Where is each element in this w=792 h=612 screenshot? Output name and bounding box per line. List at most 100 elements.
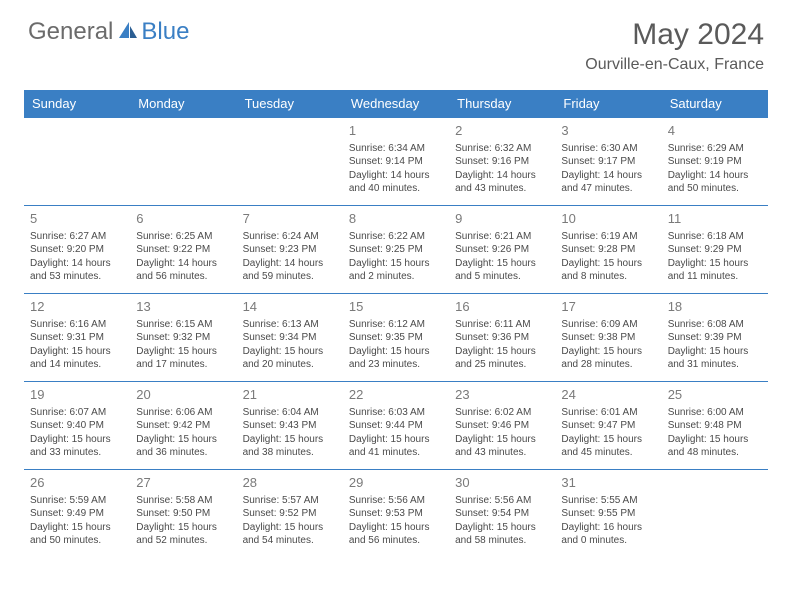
sunrise-line: Sunrise: 6:22 AM bbox=[349, 230, 443, 244]
daylight-line: Daylight: 15 hours and 23 minutes. bbox=[349, 345, 443, 372]
calendar-cell: 6Sunrise: 6:25 AMSunset: 9:22 PMDaylight… bbox=[130, 206, 236, 294]
location-text: Ourville-en-Caux, France bbox=[585, 56, 764, 74]
brand-general: General bbox=[28, 18, 113, 46]
sunrise-line: Sunrise: 6:27 AM bbox=[30, 230, 124, 244]
calendar-row: 12Sunrise: 6:16 AMSunset: 9:31 PMDayligh… bbox=[24, 294, 768, 382]
daylight-line: Daylight: 15 hours and 8 minutes. bbox=[561, 257, 655, 284]
weekday-header: Tuesday bbox=[237, 90, 343, 118]
weekday-header: Friday bbox=[555, 90, 661, 118]
day-number: 20 bbox=[136, 386, 230, 404]
title-block: May 2024 Ourville-en-Caux, France bbox=[585, 18, 764, 74]
sunset-line: Sunset: 9:54 PM bbox=[455, 507, 549, 521]
day-number: 1 bbox=[349, 122, 443, 140]
sunset-line: Sunset: 9:50 PM bbox=[136, 507, 230, 521]
sunrise-line: Sunrise: 6:18 AM bbox=[668, 230, 762, 244]
calendar-cell bbox=[237, 118, 343, 206]
calendar-cell: 20Sunrise: 6:06 AMSunset: 9:42 PMDayligh… bbox=[130, 382, 236, 470]
calendar-cell: 19Sunrise: 6:07 AMSunset: 9:40 PMDayligh… bbox=[24, 382, 130, 470]
weekday-header: Sunday bbox=[24, 90, 130, 118]
sunrise-line: Sunrise: 6:34 AM bbox=[349, 142, 443, 156]
calendar-cell: 9Sunrise: 6:21 AMSunset: 9:26 PMDaylight… bbox=[449, 206, 555, 294]
daylight-line: Daylight: 15 hours and 41 minutes. bbox=[349, 433, 443, 460]
sunrise-line: Sunrise: 6:06 AM bbox=[136, 406, 230, 420]
calendar-row: 26Sunrise: 5:59 AMSunset: 9:49 PMDayligh… bbox=[24, 470, 768, 558]
sunrise-line: Sunrise: 6:03 AM bbox=[349, 406, 443, 420]
sunset-line: Sunset: 9:17 PM bbox=[561, 155, 655, 169]
day-number: 19 bbox=[30, 386, 124, 404]
calendar-row: 5Sunrise: 6:27 AMSunset: 9:20 PMDaylight… bbox=[24, 206, 768, 294]
sunrise-line: Sunrise: 6:24 AM bbox=[243, 230, 337, 244]
calendar-cell: 31Sunrise: 5:55 AMSunset: 9:55 PMDayligh… bbox=[555, 470, 661, 558]
daylight-line: Daylight: 15 hours and 11 minutes. bbox=[668, 257, 762, 284]
weekday-header: Thursday bbox=[449, 90, 555, 118]
sunrise-line: Sunrise: 6:32 AM bbox=[455, 142, 549, 156]
calendar-cell: 23Sunrise: 6:02 AMSunset: 9:46 PMDayligh… bbox=[449, 382, 555, 470]
daylight-line: Daylight: 15 hours and 38 minutes. bbox=[243, 433, 337, 460]
day-number: 8 bbox=[349, 210, 443, 228]
day-number: 3 bbox=[561, 122, 655, 140]
month-title: May 2024 bbox=[585, 18, 764, 52]
sunrise-line: Sunrise: 5:58 AM bbox=[136, 494, 230, 508]
sunrise-line: Sunrise: 6:29 AM bbox=[668, 142, 762, 156]
daylight-line: Daylight: 14 hours and 56 minutes. bbox=[136, 257, 230, 284]
sunrise-line: Sunrise: 6:11 AM bbox=[455, 318, 549, 332]
sunrise-line: Sunrise: 5:59 AM bbox=[30, 494, 124, 508]
calendar-body: 1Sunrise: 6:34 AMSunset: 9:14 PMDaylight… bbox=[24, 118, 768, 558]
sunset-line: Sunset: 9:52 PM bbox=[243, 507, 337, 521]
daylight-line: Daylight: 15 hours and 33 minutes. bbox=[30, 433, 124, 460]
day-number: 28 bbox=[243, 474, 337, 492]
sunrise-line: Sunrise: 6:19 AM bbox=[561, 230, 655, 244]
daylight-line: Daylight: 15 hours and 52 minutes. bbox=[136, 521, 230, 548]
sunset-line: Sunset: 9:38 PM bbox=[561, 331, 655, 345]
day-number: 10 bbox=[561, 210, 655, 228]
calendar-cell: 5 Sunrise: 6:27 AMSunset: 9:20 PMDaylight… bbox=[24, 206, 130, 294]
day-number: 9 bbox=[455, 210, 549, 228]
daylight-line: Daylight: 15 hours and 58 minutes. bbox=[455, 521, 549, 548]
calendar-cell: 8Sunrise: 6:22 AMSunset: 9:25 PMDaylight… bbox=[343, 206, 449, 294]
brand-blue: Blue bbox=[141, 18, 189, 46]
calendar-cell: 3Sunrise: 6:30 AMSunset: 9:17 PMDaylight… bbox=[555, 118, 661, 206]
daylight-line: Daylight: 14 hours and 47 minutes. bbox=[561, 169, 655, 196]
daylight-line: Daylight: 15 hours and 25 minutes. bbox=[455, 345, 549, 372]
sunset-line: Sunset: 9:47 PM bbox=[561, 419, 655, 433]
daylight-line: Daylight: 14 hours and 43 minutes. bbox=[455, 169, 549, 196]
daylight-line: Daylight: 15 hours and 28 minutes. bbox=[561, 345, 655, 372]
brand-logo: General Blue bbox=[28, 18, 189, 46]
daylight-line: Daylight: 14 hours and 53 minutes. bbox=[30, 257, 124, 284]
calendar-cell: 25Sunrise: 6:00 AMSunset: 9:48 PMDayligh… bbox=[662, 382, 768, 470]
calendar-table: SundayMondayTuesdayWednesdayThursdayFrid… bbox=[24, 90, 768, 558]
sunset-line: Sunset: 9:53 PM bbox=[349, 507, 443, 521]
daylight-line: Daylight: 15 hours and 45 minutes. bbox=[561, 433, 655, 460]
daylight-line: Daylight: 15 hours and 14 minutes. bbox=[30, 345, 124, 372]
sunset-line: Sunset: 9:48 PM bbox=[668, 419, 762, 433]
calendar-cell: 18Sunrise: 6:08 AMSunset: 9:39 PMDayligh… bbox=[662, 294, 768, 382]
calendar-cell: 24Sunrise: 6:01 AMSunset: 9:47 PMDayligh… bbox=[555, 382, 661, 470]
day-number: 15 bbox=[349, 298, 443, 316]
calendar-cell: 13Sunrise: 6:15 AMSunset: 9:32 PMDayligh… bbox=[130, 294, 236, 382]
calendar-cell: 27Sunrise: 5:58 AMSunset: 9:50 PMDayligh… bbox=[130, 470, 236, 558]
day-number: 7 bbox=[243, 210, 337, 228]
day-number: 2 bbox=[455, 122, 549, 140]
day-number: 5 bbox=[30, 210, 124, 228]
daylight-line: Daylight: 15 hours and 54 minutes. bbox=[243, 521, 337, 548]
calendar-cell: 1Sunrise: 6:34 AMSunset: 9:14 PMDaylight… bbox=[343, 118, 449, 206]
calendar-cell: 22Sunrise: 6:03 AMSunset: 9:44 PMDayligh… bbox=[343, 382, 449, 470]
day-number: 25 bbox=[668, 386, 762, 404]
sunrise-line: Sunrise: 6:07 AM bbox=[30, 406, 124, 420]
day-number: 29 bbox=[349, 474, 443, 492]
sunset-line: Sunset: 9:49 PM bbox=[30, 507, 124, 521]
calendar-cell: 4Sunrise: 6:29 AMSunset: 9:19 PMDaylight… bbox=[662, 118, 768, 206]
sunrise-line: Sunrise: 6:04 AM bbox=[243, 406, 337, 420]
sunrise-line: Sunrise: 6:08 AM bbox=[668, 318, 762, 332]
sunset-line: Sunset: 9:36 PM bbox=[455, 331, 549, 345]
day-number: 14 bbox=[243, 298, 337, 316]
sunset-line: Sunset: 9:34 PM bbox=[243, 331, 337, 345]
daylight-line: Daylight: 15 hours and 48 minutes. bbox=[668, 433, 762, 460]
calendar-cell: 11Sunrise: 6:18 AMSunset: 9:29 PMDayligh… bbox=[662, 206, 768, 294]
calendar-row: 1Sunrise: 6:34 AMSunset: 9:14 PMDaylight… bbox=[24, 118, 768, 206]
sunset-line: Sunset: 9:44 PM bbox=[349, 419, 443, 433]
sunset-line: Sunset: 9:20 PM bbox=[30, 243, 124, 257]
day-number: 24 bbox=[561, 386, 655, 404]
sunset-line: Sunset: 9:22 PM bbox=[136, 243, 230, 257]
calendar-cell bbox=[662, 470, 768, 558]
